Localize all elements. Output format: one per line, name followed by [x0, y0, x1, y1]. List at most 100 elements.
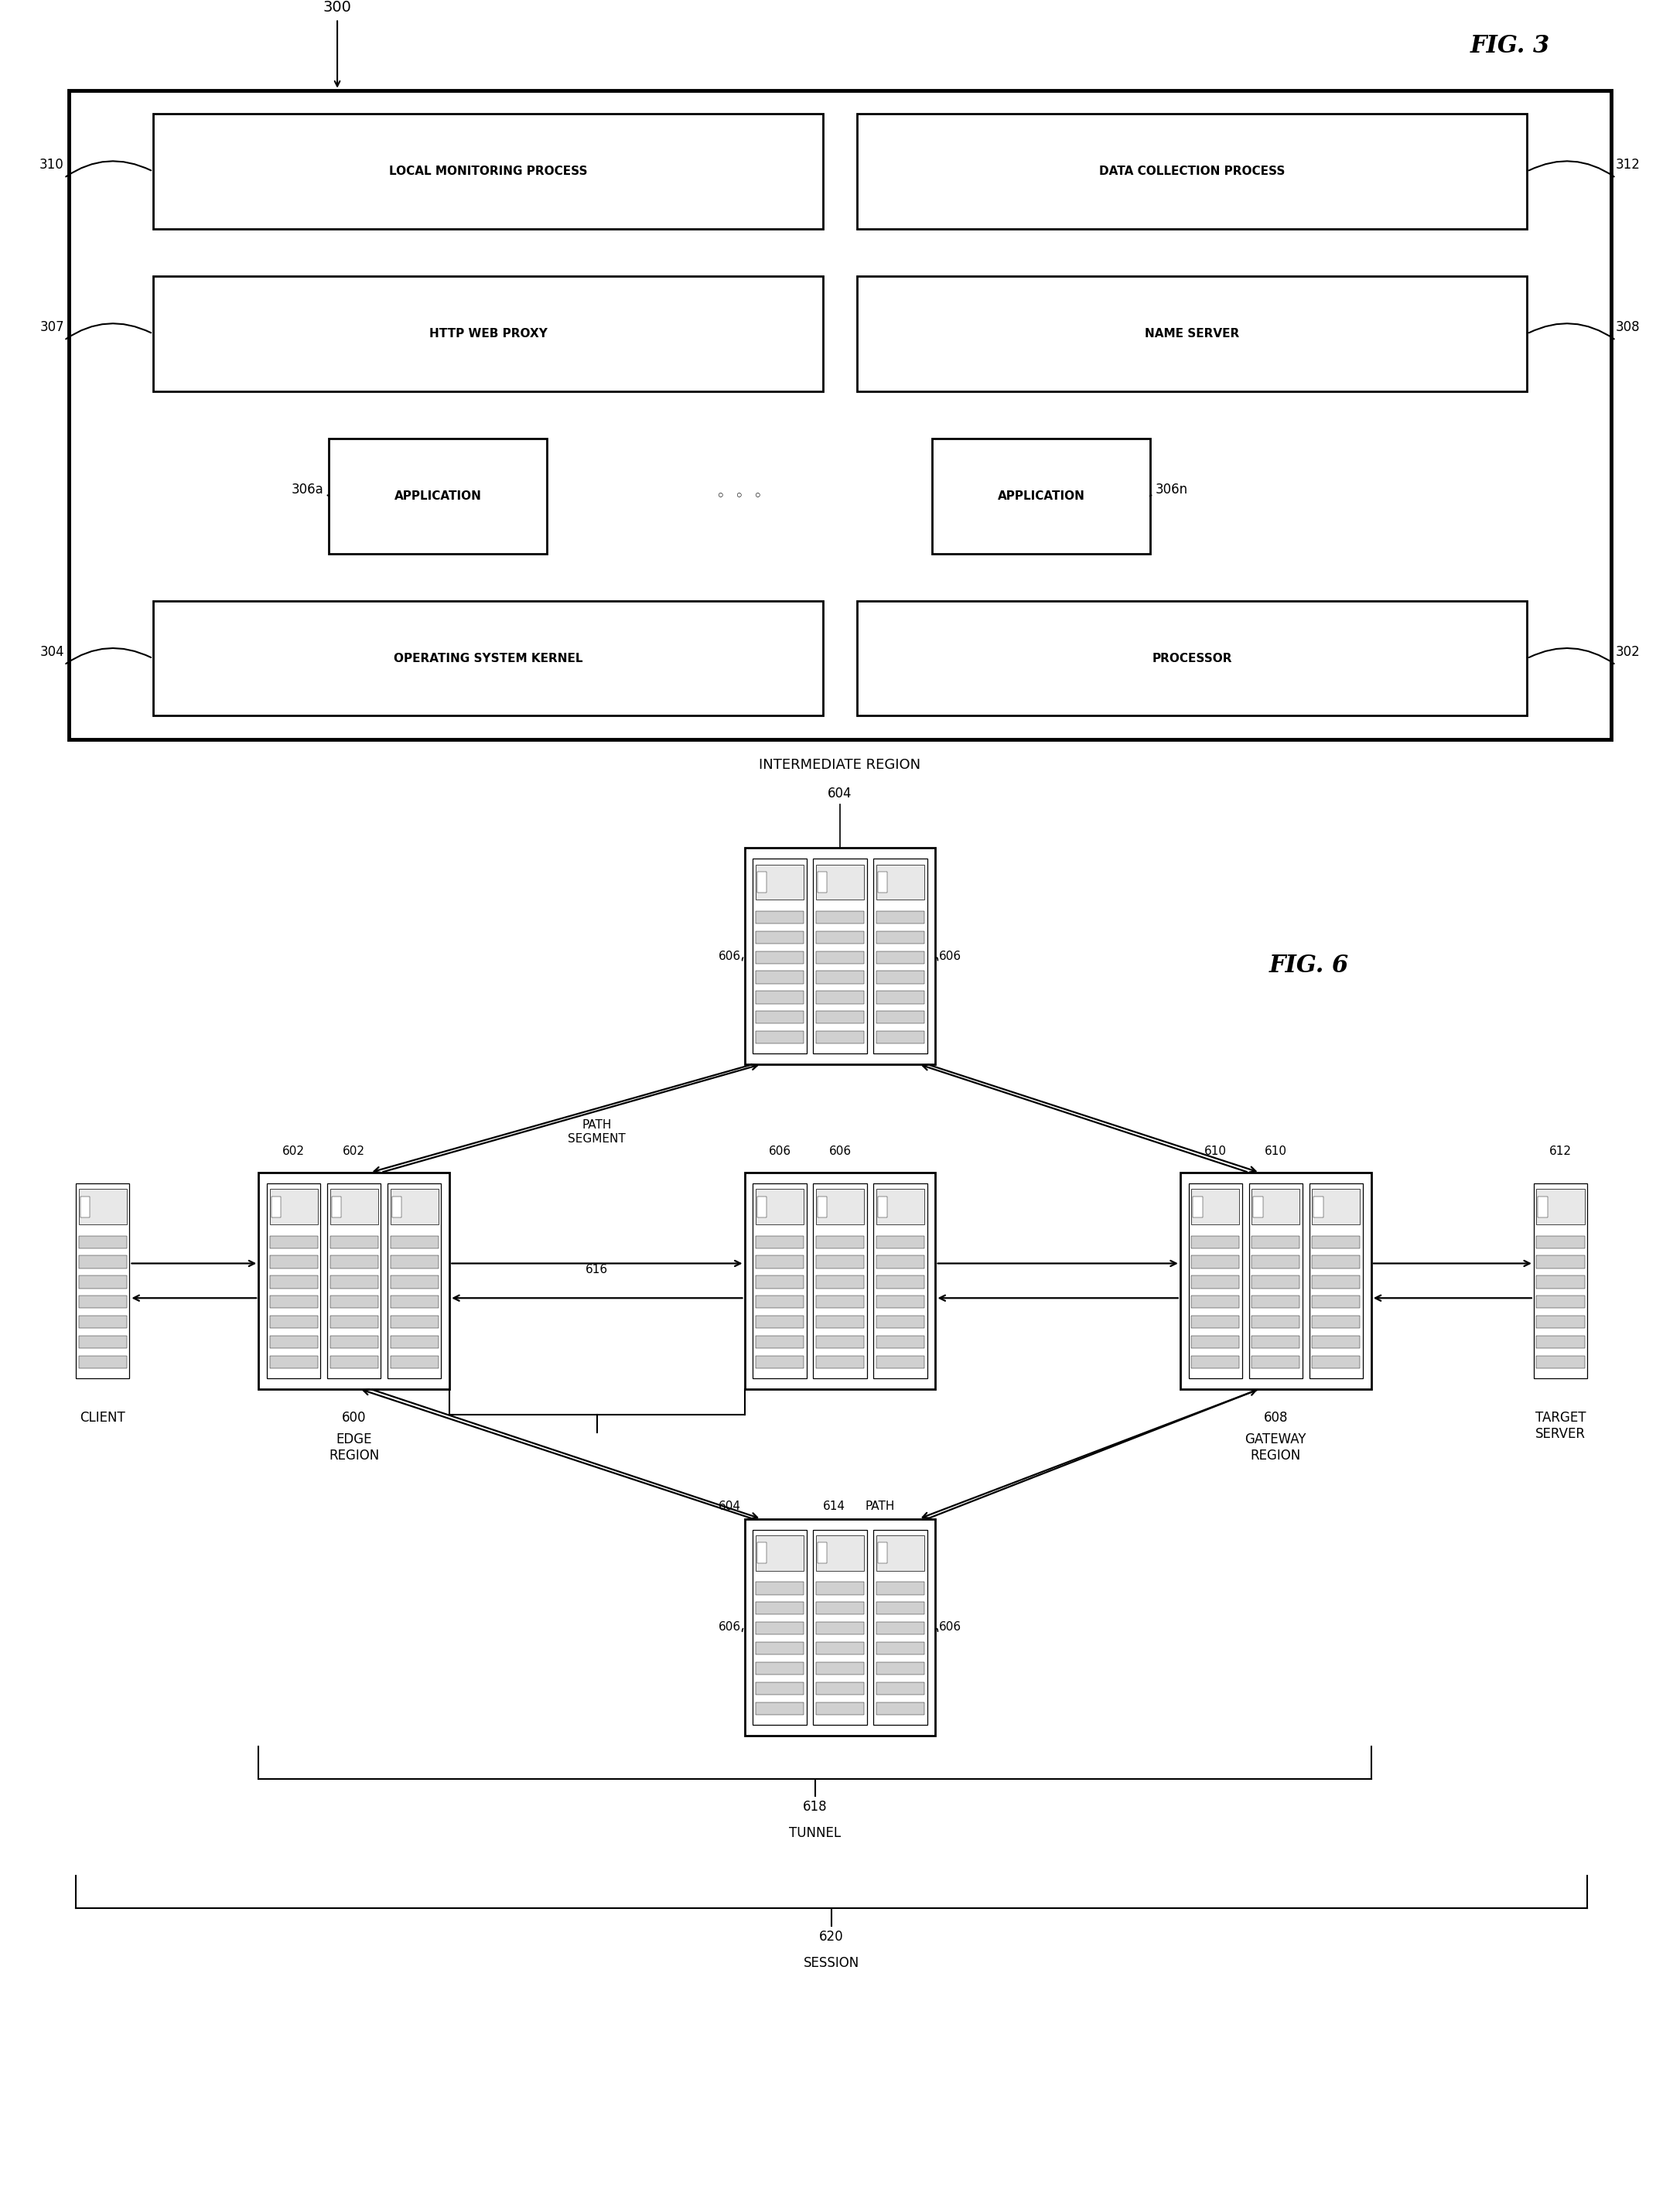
Bar — [1312, 1276, 1361, 1289]
Bar — [259, 1173, 450, 1390]
Bar — [756, 1681, 803, 1694]
Bar — [753, 859, 806, 1054]
Text: PATH
SEGMENT: PATH SEGMENT — [568, 1120, 627, 1144]
Bar — [877, 1681, 924, 1694]
Text: 307: 307 — [40, 320, 64, 333]
Bar — [390, 1256, 438, 1269]
Bar — [1312, 1335, 1361, 1348]
Text: DATA COLLECTION PROCESS: DATA COLLECTION PROCESS — [1099, 167, 1285, 178]
Text: 608: 608 — [1263, 1412, 1289, 1425]
Text: 606: 606 — [828, 1146, 852, 1157]
Text: 600: 600 — [341, 1412, 366, 1425]
Bar — [79, 1190, 126, 1225]
Bar — [153, 276, 823, 390]
Bar — [758, 1543, 766, 1563]
Bar — [390, 1190, 438, 1225]
Bar — [1191, 1357, 1240, 1368]
Bar — [818, 1197, 827, 1217]
Bar — [1191, 1190, 1240, 1225]
Bar — [269, 1190, 318, 1225]
Bar — [857, 114, 1527, 228]
Bar — [816, 1315, 864, 1328]
Bar — [816, 1295, 864, 1309]
Bar — [390, 1357, 438, 1368]
Bar — [877, 1295, 924, 1309]
Bar — [744, 848, 936, 1065]
Bar — [756, 912, 803, 923]
Bar — [816, 1256, 864, 1269]
Bar — [857, 601, 1527, 717]
Bar — [877, 971, 924, 984]
Bar — [1537, 1236, 1584, 1247]
Text: 308: 308 — [1616, 320, 1640, 333]
Bar — [269, 1295, 318, 1309]
Bar — [1309, 1184, 1362, 1379]
Bar — [816, 1662, 864, 1675]
Bar — [1191, 1295, 1240, 1309]
Bar — [813, 859, 867, 1054]
Bar — [329, 1236, 378, 1247]
Bar — [877, 1190, 924, 1225]
Text: 300: 300 — [323, 0, 351, 15]
Bar — [874, 1184, 927, 1379]
Text: TUNNEL: TUNNEL — [790, 1826, 840, 1839]
Bar — [816, 1602, 864, 1616]
Bar — [756, 1335, 803, 1348]
Bar — [756, 864, 803, 899]
Bar — [753, 1530, 806, 1725]
Bar — [1537, 1315, 1584, 1328]
Bar — [877, 1703, 924, 1714]
Bar — [756, 971, 803, 984]
Bar — [269, 1315, 318, 1328]
Text: 310: 310 — [40, 158, 64, 171]
Bar — [756, 1295, 803, 1309]
Bar — [857, 276, 1527, 390]
Bar — [329, 1335, 378, 1348]
Bar — [1252, 1256, 1300, 1269]
Bar — [390, 1315, 438, 1328]
Text: 606: 606 — [719, 951, 741, 962]
Text: FIG. 3: FIG. 3 — [1470, 33, 1551, 57]
Bar — [756, 1357, 803, 1368]
Bar — [756, 1622, 803, 1635]
Bar — [816, 912, 864, 923]
Bar — [153, 601, 823, 717]
Bar — [1252, 1190, 1300, 1225]
Bar — [329, 1315, 378, 1328]
Bar — [816, 1357, 864, 1368]
Bar — [877, 864, 924, 899]
Bar — [744, 1173, 936, 1390]
Bar — [269, 1335, 318, 1348]
Bar — [879, 1197, 887, 1217]
Bar — [879, 872, 887, 892]
Bar — [877, 1622, 924, 1635]
Bar — [877, 1662, 924, 1675]
Bar — [756, 1315, 803, 1328]
Bar — [1191, 1256, 1240, 1269]
Text: 312: 312 — [1616, 158, 1640, 171]
Text: INTERMEDIATE REGION: INTERMEDIATE REGION — [759, 758, 921, 772]
Bar — [79, 1276, 126, 1289]
Text: TARGET
SERVER: TARGET SERVER — [1536, 1412, 1586, 1440]
Bar — [1312, 1236, 1361, 1247]
Bar — [877, 1335, 924, 1348]
Bar — [756, 1662, 803, 1675]
Text: 610: 610 — [1265, 1146, 1287, 1157]
Bar — [818, 1543, 827, 1563]
Text: 604: 604 — [719, 1502, 741, 1512]
Text: OPERATING SYSTEM KERNEL: OPERATING SYSTEM KERNEL — [393, 653, 583, 664]
Text: 302: 302 — [1616, 644, 1640, 660]
Bar — [1537, 1357, 1584, 1368]
Bar — [756, 1030, 803, 1043]
Bar — [329, 1295, 378, 1309]
Bar — [1252, 1315, 1300, 1328]
Bar — [1312, 1357, 1361, 1368]
Bar — [390, 1295, 438, 1309]
Bar — [877, 1315, 924, 1328]
Bar — [932, 438, 1151, 552]
Bar — [816, 971, 864, 984]
Bar — [1252, 1295, 1300, 1309]
Text: 606: 606 — [768, 1146, 791, 1157]
Bar — [79, 1256, 126, 1269]
Bar — [79, 1335, 126, 1348]
